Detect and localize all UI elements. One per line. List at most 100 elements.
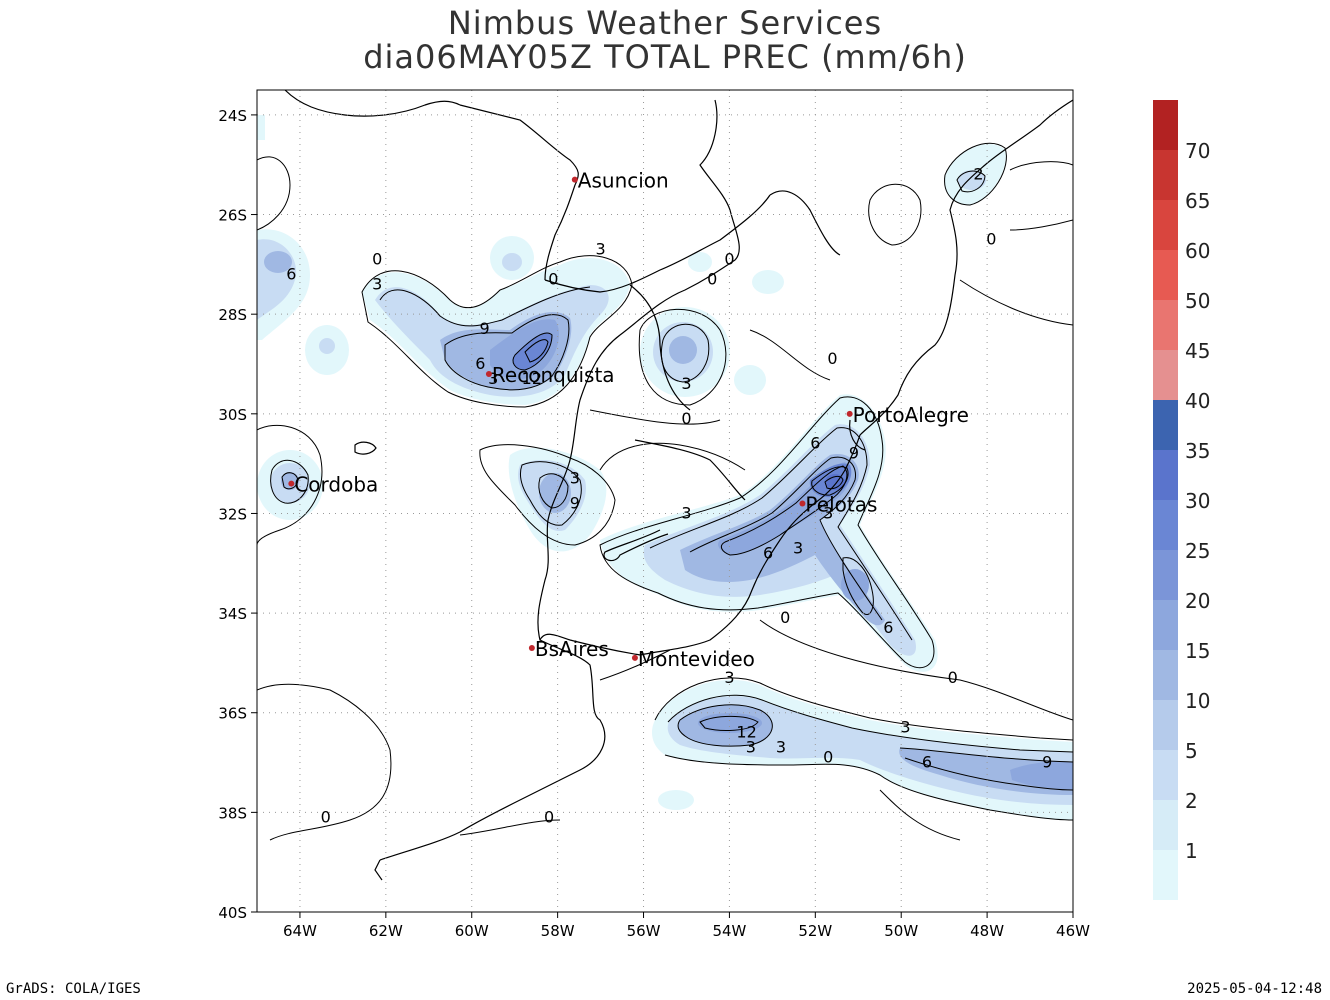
axis-ticks: 64W 62W 60W 58W 56W 54W 52W 50W 48W 46W 24S 26S 28S 3… xyxy=(218,107,1090,940)
contour-label: 3 xyxy=(823,503,833,522)
colorbar-swatch xyxy=(1153,850,1178,900)
footer-credit: GrADS: COLA/IGES xyxy=(6,981,141,997)
colorbar-swatch xyxy=(1153,800,1178,850)
contour-label: 0 xyxy=(681,409,691,428)
contour-label: 0 xyxy=(986,229,996,248)
tick-label-lat: 30S xyxy=(218,406,247,424)
contour-label: 3 xyxy=(372,274,382,293)
precip-area xyxy=(734,365,766,395)
contour-label: 0 xyxy=(724,249,734,268)
city-label: Montevideo xyxy=(638,647,755,671)
city-label: BsAires xyxy=(535,637,609,661)
precip-area xyxy=(688,252,712,272)
coastline-borders xyxy=(284,90,1073,881)
colorbar-label: 5 xyxy=(1185,739,1198,763)
map-frame xyxy=(256,89,1074,913)
tick-label-lon: 48W xyxy=(970,922,1004,940)
colorbar-swatch xyxy=(1153,250,1178,300)
colorbar-swatch xyxy=(1153,350,1178,400)
contour-label: 3 xyxy=(681,374,691,393)
colorbar-label: 70 xyxy=(1185,139,1210,163)
tick-label-lon: 64W xyxy=(283,922,317,940)
tick-label-lon: 58W xyxy=(541,922,575,940)
contour-label: 12 xyxy=(522,369,542,388)
city-label: Asuncion xyxy=(578,169,669,193)
contour-label: 3 xyxy=(793,538,803,557)
precip-area xyxy=(958,170,986,190)
contour-label: 3 xyxy=(746,738,756,757)
contour-label: 9 xyxy=(1042,753,1052,772)
city-marker xyxy=(485,370,492,377)
colorbar: 70 65 60 50 45 40 35 30 25 20 15 10 5 2 1 xyxy=(1153,100,1210,900)
city-marker xyxy=(571,176,578,183)
precip-area xyxy=(257,115,265,140)
colorbar-label: 60 xyxy=(1185,239,1210,263)
tick-label-lon: 52W xyxy=(798,922,832,940)
precip-area xyxy=(502,253,522,271)
colorbar-swatch xyxy=(1153,400,1178,450)
city-label: Cordoba xyxy=(294,473,378,497)
tick-label-lon: 50W xyxy=(884,922,918,940)
tick-label-lon: 60W xyxy=(455,922,489,940)
colorbar-swatch xyxy=(1153,150,1178,200)
city-marker xyxy=(631,654,638,661)
contour-label: 3 xyxy=(595,239,605,258)
contour-label: 6 xyxy=(286,264,296,283)
map-subtitle: dia06MAY05Z TOTAL PREC (mm/6h) xyxy=(363,38,967,76)
colorbar-label: 50 xyxy=(1185,289,1210,313)
colorbar-label: 40 xyxy=(1185,389,1210,413)
contour-label: 3 xyxy=(776,738,786,757)
colorbar-label: 30 xyxy=(1185,489,1210,513)
precip-area xyxy=(669,336,697,364)
contour-label: 0 xyxy=(321,807,331,826)
precip-area xyxy=(513,332,552,370)
colorbar-swatch xyxy=(1153,750,1178,800)
city-marker xyxy=(799,500,806,507)
contour-label: 0 xyxy=(372,249,382,268)
city-markers: Asuncion Reconquista PortoAlegre Cordoba Pel… xyxy=(288,169,969,671)
city-label: Pelotas xyxy=(805,492,877,516)
colorbar-swatch xyxy=(1153,300,1178,350)
colorbar-swatch xyxy=(1153,500,1178,550)
contour-label: 0 xyxy=(707,269,717,288)
city-marker xyxy=(846,410,853,417)
contour-label: 9 xyxy=(849,444,859,463)
tick-label-lat: 28S xyxy=(218,306,247,324)
tick-label-lat: 26S xyxy=(218,207,247,225)
contour-label: 12 xyxy=(736,723,756,742)
contour-label: 2 xyxy=(973,165,983,184)
colorbar-swatch xyxy=(1153,550,1178,600)
precip-area xyxy=(752,270,784,294)
tick-label-lat: 34S xyxy=(218,605,247,623)
contour-label: 3 xyxy=(681,503,691,522)
contour-label: 6 xyxy=(810,434,820,453)
colorbar-label: 2 xyxy=(1185,789,1198,813)
tick-label-lon: 56W xyxy=(627,922,661,940)
city-marker xyxy=(528,644,535,651)
colorbar-swatch xyxy=(1153,600,1178,650)
contour-label: 3 xyxy=(570,469,580,488)
precip-area xyxy=(841,569,869,601)
contour-label: 0 xyxy=(827,349,837,368)
contour-label: 0 xyxy=(548,269,558,288)
contour-label: 6 xyxy=(475,354,485,373)
colorbar-label: 65 xyxy=(1185,189,1210,213)
colorbar-swatch xyxy=(1153,100,1178,150)
precip-area xyxy=(539,473,571,513)
colorbar-swatch xyxy=(1153,200,1178,250)
colorbar-swatch xyxy=(1153,650,1178,700)
contour-label: 3 xyxy=(724,668,734,687)
city-label: Reconquista xyxy=(492,363,615,387)
map-title: Nimbus Weather Services xyxy=(447,4,883,42)
city-marker xyxy=(288,480,295,487)
tick-label-lat: 38S xyxy=(218,804,247,822)
tick-label-lat: 36S xyxy=(218,705,247,723)
city-label: PortoAlegre xyxy=(853,403,969,427)
tick-label-lat: 40S xyxy=(218,904,247,922)
colorbar-label: 15 xyxy=(1185,639,1210,663)
contour-label: 0 xyxy=(948,668,958,687)
tick-label-lon: 54W xyxy=(712,922,746,940)
precip-shading xyxy=(257,115,1073,820)
contour-label: 6 xyxy=(763,543,773,562)
